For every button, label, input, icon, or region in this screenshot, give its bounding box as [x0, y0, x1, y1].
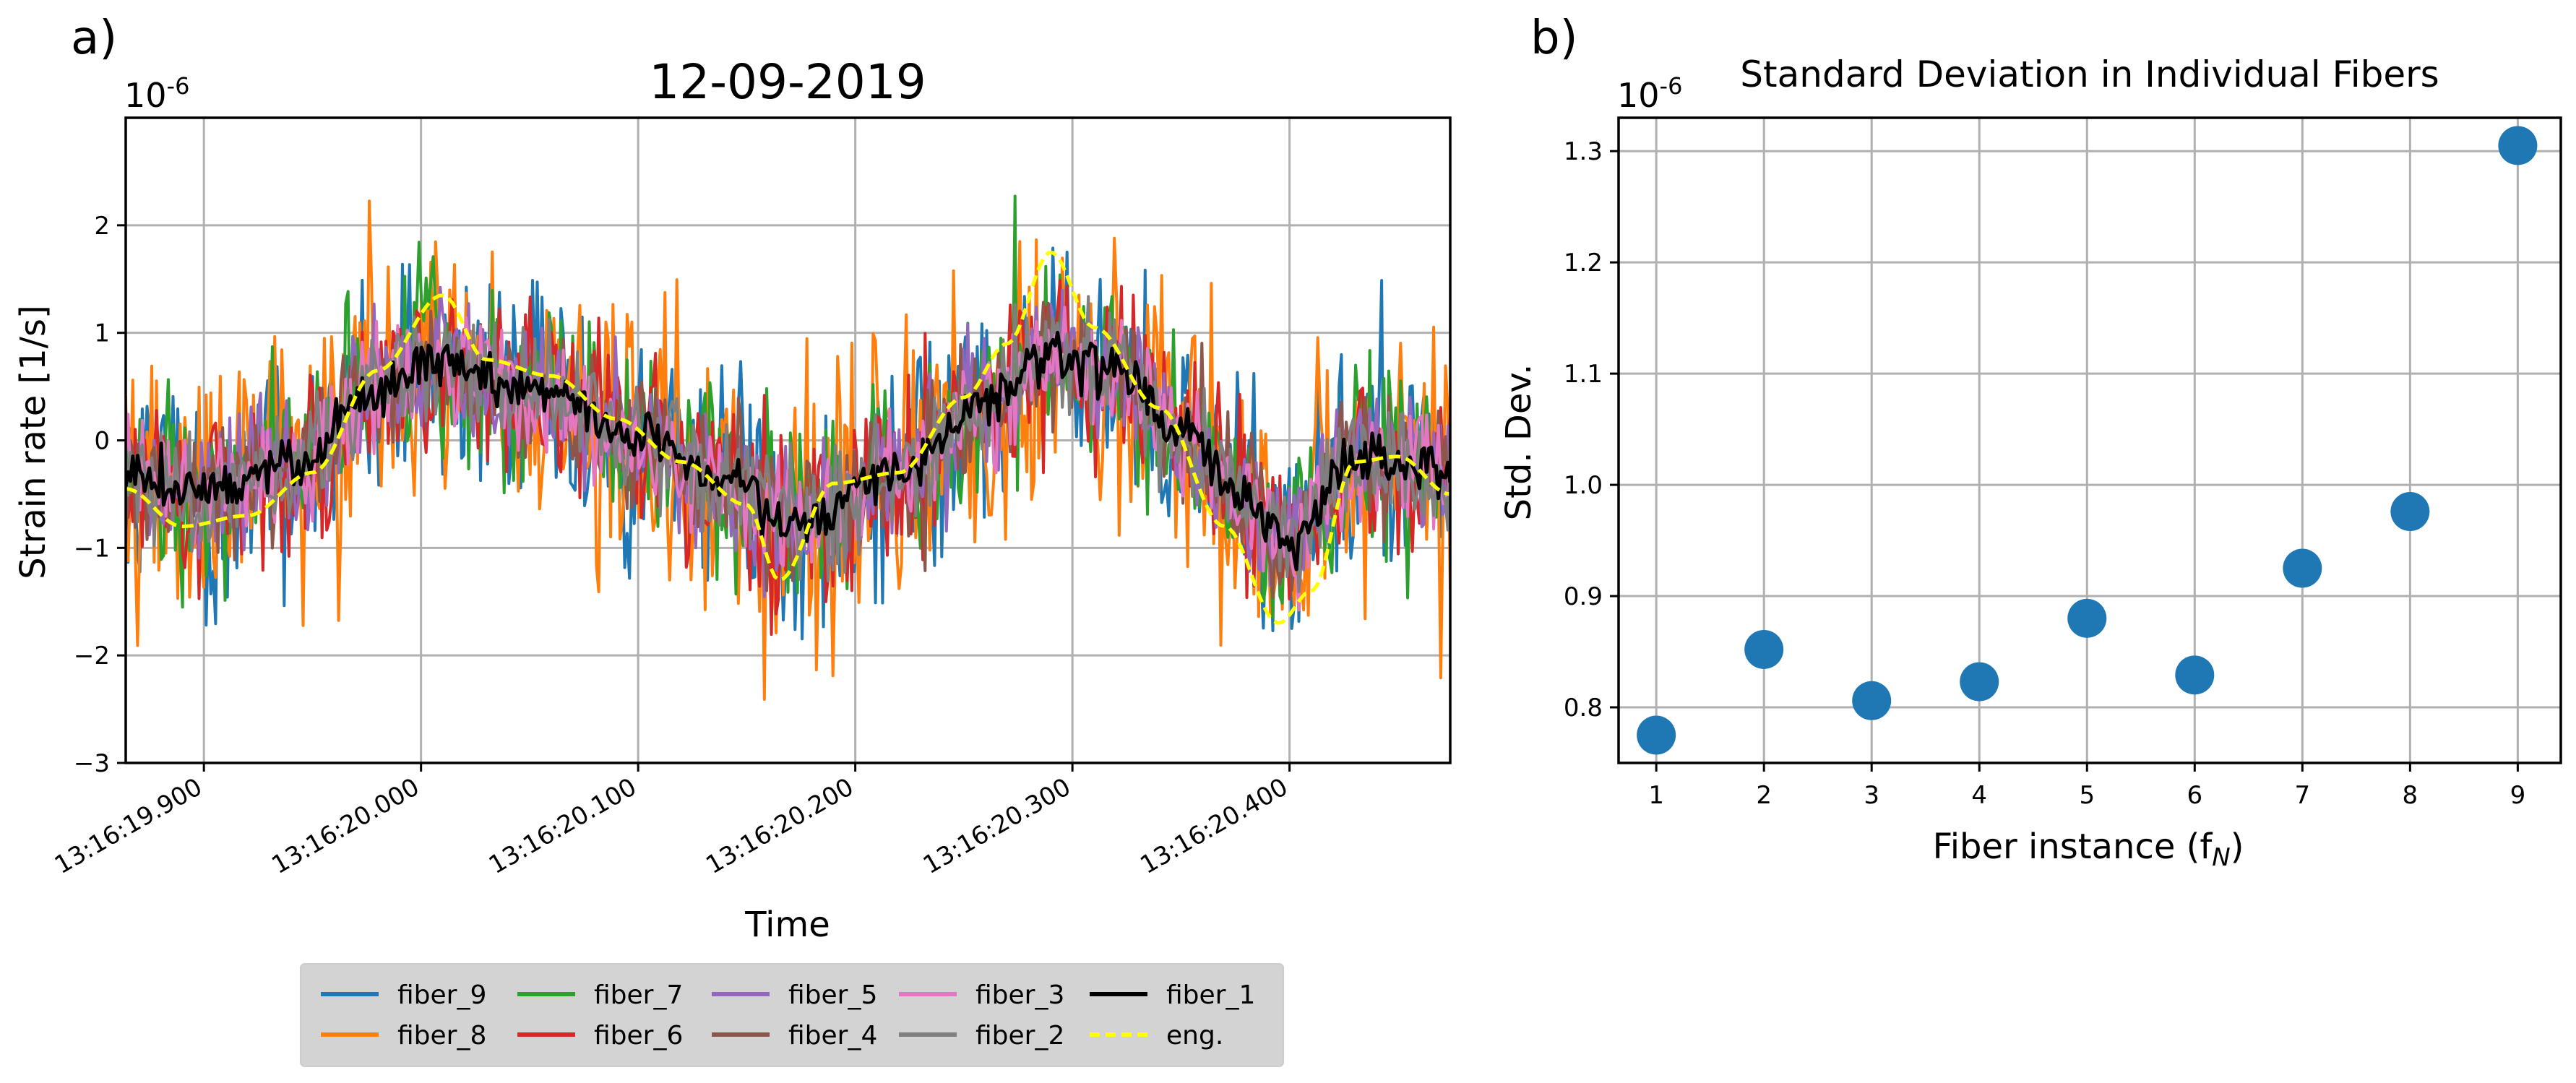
y-tick-label: 1.0 — [1564, 471, 1603, 500]
scatter-point-fiber-3 — [1852, 681, 1892, 720]
legend-label: eng. — [1166, 1021, 1223, 1050]
y-axis-b: 0.8 0.9 1.0 1.1 1.2 1.3 — [1564, 137, 1619, 722]
x-tick-label: 13:16:20.300 — [918, 772, 1076, 880]
legend: fiber_9fiber_8fiber_7fiber_6fiber_5fiber… — [300, 963, 1284, 1067]
x-tick-label: 13:16:20.000 — [267, 772, 424, 880]
y-multiplier-b: 10-6 — [1617, 72, 1682, 115]
y-tick-label: 0 — [94, 427, 110, 456]
x-tick-label: 9 — [2510, 781, 2526, 810]
y-tick-label: 1.1 — [1564, 360, 1603, 389]
x-tick-label: 1 — [1648, 781, 1664, 810]
x-tick-label: 7 — [2295, 781, 2311, 810]
legend-label: fiber_1 — [1166, 980, 1255, 1010]
y-axis-title-a: Strain rate [1/s] — [13, 305, 53, 579]
scatter-points — [1637, 126, 2538, 755]
x-axis-a: 13:16:19.900 13:16:20.000 13:16:20.100 13:1… — [50, 763, 1293, 880]
legend-label: fiber_8 — [397, 1021, 486, 1050]
x-tick-label: 13:16:19.900 — [50, 772, 207, 880]
x-axis-title-a: Time — [744, 905, 830, 945]
panel-b-label: b) — [1530, 12, 1578, 65]
series-line-fiber_7 — [126, 194, 1450, 619]
y-tick-label: 1.3 — [1564, 137, 1603, 166]
y-tick-label: 0.8 — [1564, 694, 1603, 722]
legend-box — [300, 963, 1284, 1067]
y-tick-label: 1 — [94, 319, 110, 348]
legend-label: fiber_5 — [788, 980, 877, 1010]
legend-label: fiber_6 — [594, 1021, 683, 1050]
x-axis-b: 1 2 3 4 5 6 7 8 9 — [1648, 763, 2525, 810]
x-tick-label: 3 — [1864, 781, 1879, 810]
series-lines — [126, 194, 1450, 701]
scatter-point-fiber-5 — [2067, 598, 2107, 638]
y-axis-a: −3 −2 −1 0 1 2 — [74, 212, 126, 778]
legend-label: fiber_9 — [397, 980, 486, 1010]
chart-title-a: 12-09-2019 — [649, 54, 926, 110]
legend-label: fiber_2 — [975, 1021, 1064, 1050]
grid-b — [1619, 118, 2561, 763]
scatter-point-fiber-7 — [2283, 548, 2322, 588]
std-dev-chart: 0.8 0.9 1.0 1.1 1.2 1.3 1 2 3 4 5 6 7 8 9 10-6 Standa… — [1499, 53, 2562, 872]
y-tick-label: 0.9 — [1564, 582, 1603, 611]
x-tick-label: 5 — [2079, 781, 2095, 810]
series-line-eng — [126, 251, 1450, 625]
x-axis-title-b: Fiber instance (fN) — [1933, 827, 2244, 872]
x-tick-label: 13:16:20.100 — [484, 772, 642, 880]
y-axis-title-b: Std. Dev. — [1499, 364, 1539, 521]
y-tick-label: 2 — [94, 212, 110, 241]
scatter-point-fiber-4 — [1960, 662, 1999, 702]
chart-title-b: Standard Deviation in Individual Fibers — [1740, 53, 2439, 95]
legend-label: fiber_7 — [594, 980, 683, 1010]
scatter-point-fiber-6 — [2175, 655, 2215, 695]
legend-label: fiber_4 — [788, 1021, 877, 1050]
y-tick-label: −1 — [74, 534, 110, 563]
scatter-point-fiber-9 — [2498, 126, 2538, 165]
x-tick-label: 13:16:20.200 — [701, 772, 858, 880]
y-tick-label: 1.2 — [1564, 249, 1603, 277]
series-line-fiber_2 — [126, 295, 1450, 593]
series-line-fiber_1 — [126, 330, 1450, 571]
y-multiplier-a: 10-6 — [124, 72, 189, 115]
y-tick-label: −2 — [74, 642, 110, 670]
scatter-point-fiber-2 — [1744, 629, 1784, 669]
scatter-point-fiber-8 — [2390, 492, 2430, 532]
panel-a-label: a) — [71, 12, 117, 65]
legend-label: fiber_3 — [975, 980, 1064, 1010]
scatter-point-fiber-1 — [1637, 715, 1676, 755]
x-tick-label: 6 — [2187, 781, 2202, 810]
x-tick-label: 8 — [2403, 781, 2418, 810]
y-tick-label: −3 — [74, 749, 110, 778]
x-tick-label: 13:16:20.400 — [1135, 772, 1293, 880]
plot-frame-b — [1617, 116, 2562, 764]
x-tick-label: 4 — [1971, 781, 1987, 810]
x-tick-label: 2 — [1756, 781, 1772, 810]
